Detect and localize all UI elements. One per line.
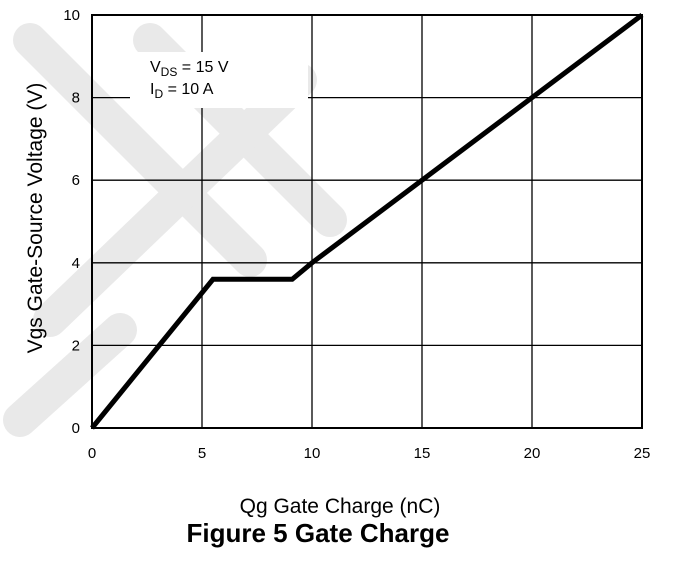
y-axis-label: Vgs Gate-Source Voltage (V) [24,83,47,354]
x-tick-label: 0 [88,445,96,462]
x-tick-label: 10 [304,445,321,462]
x-tick-label: 15 [414,445,431,462]
y-tick-label: 2 [72,337,80,354]
x-tick-label: 5 [198,445,206,462]
y-tick-label: 8 [72,90,80,107]
x-tick-labels: 0 5 10 15 20 25 [88,445,651,462]
x-axis-label: Qg Gate Charge (nC) [240,495,441,518]
plot-frame [91,14,643,429]
y-tick-label: 6 [72,172,80,189]
series-line [90,13,644,430]
annotation-id: ID = 10 A [150,81,214,101]
x-tick-label: 20 [524,445,541,462]
y-tick-label: 10 [63,7,80,24]
y-tick-labels: 0 2 4 6 8 10 [63,7,80,437]
annotation-vds: VDS = 15 V [150,59,229,79]
x-tick-label: 25 [634,445,651,462]
annotation-background [130,52,308,108]
figure-title: Figure 5 Gate Charge [187,518,450,548]
y-tick-label: 4 [72,255,80,272]
y-tick-label: 0 [72,420,80,437]
